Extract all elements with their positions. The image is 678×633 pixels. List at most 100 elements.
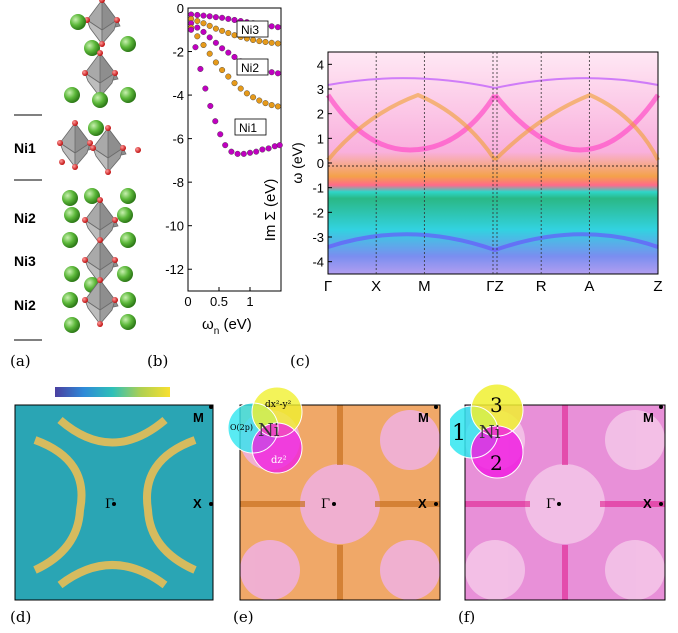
colorbar bbox=[55, 387, 170, 397]
data-point bbox=[219, 67, 226, 74]
data-point bbox=[194, 11, 201, 18]
panel-b: 0 -2 -4 -6 -8 -10 -12 0 0.5 1 Ni3 Ni2 Ni1 Im Σ (… bbox=[150, 0, 285, 345]
data-point bbox=[228, 148, 235, 155]
label-box-ni2 bbox=[236, 58, 269, 76]
y-tick-label: -3 bbox=[312, 230, 324, 245]
data-point bbox=[212, 14, 219, 21]
x-axis-label: ωn (eV) bbox=[202, 316, 252, 337]
data-point bbox=[271, 143, 278, 150]
data-point bbox=[200, 28, 207, 35]
y-tick-label: 3 bbox=[317, 82, 324, 97]
data-point bbox=[194, 33, 201, 40]
spectral-function-chart: 4 3 2 1 0 -1 -2 -3 -4 Γ X M ΓZ R A Z ω (eV) bbox=[289, 51, 663, 295]
data-point bbox=[274, 103, 281, 110]
y-tick-label: -1 bbox=[312, 181, 324, 196]
fermi-surface-d: Γ X M bbox=[14, 387, 214, 601]
y-tick-label: -2 bbox=[172, 45, 184, 60]
y-tick-label: 1 bbox=[317, 131, 324, 146]
venn-left-label: O(2p) bbox=[230, 423, 253, 432]
y-tick-label: 0 bbox=[177, 1, 184, 16]
data-point bbox=[219, 27, 226, 34]
y-tick-label: 0 bbox=[317, 156, 324, 171]
venn-center-label: Ni bbox=[258, 420, 280, 441]
gamma-point-label: Γ bbox=[105, 497, 114, 512]
data-point bbox=[259, 146, 266, 153]
data-point bbox=[225, 49, 232, 56]
y-tick-label: -6 bbox=[172, 132, 184, 147]
layer-label-ni1: Ni1 bbox=[14, 140, 36, 156]
data-point bbox=[268, 39, 275, 46]
data-point bbox=[268, 102, 275, 109]
data-point bbox=[206, 22, 213, 29]
panel-d: Γ X M bbox=[0, 380, 225, 605]
x-point-label: X bbox=[193, 496, 202, 511]
data-point bbox=[274, 24, 281, 31]
m-point-label: M bbox=[643, 410, 654, 425]
data-point bbox=[188, 26, 195, 33]
data-point bbox=[231, 80, 238, 87]
data-point bbox=[197, 65, 204, 72]
data-point bbox=[206, 34, 213, 41]
x-tick-label: 0 bbox=[184, 294, 191, 309]
venn-top-label: dx²-y² bbox=[265, 400, 292, 410]
k-point-label: M bbox=[418, 278, 431, 295]
venn-center-label: Ni bbox=[479, 422, 501, 443]
y-tick-label: -12 bbox=[165, 262, 184, 277]
data-point bbox=[212, 118, 219, 125]
panel-label-e: (e) bbox=[233, 608, 254, 626]
chart-frame bbox=[187, 7, 282, 292]
panel-label-f: (f) bbox=[458, 608, 476, 626]
data-point bbox=[192, 44, 199, 51]
panel-label-a: (a) bbox=[10, 352, 31, 370]
series-label-ni2: Ni2 bbox=[241, 61, 259, 75]
k-point-label: ΓZ bbox=[486, 278, 503, 295]
data-point bbox=[237, 85, 244, 92]
y-axis-label-c: ω (eV) bbox=[290, 142, 305, 183]
y-tick-label: -4 bbox=[312, 255, 324, 270]
data-point bbox=[256, 38, 263, 45]
data-point bbox=[212, 39, 219, 46]
venn-circle-3 bbox=[471, 384, 523, 436]
data-point bbox=[250, 37, 257, 44]
data-point bbox=[202, 85, 209, 92]
x-tick-label: 0.5 bbox=[210, 294, 228, 309]
data-point bbox=[200, 12, 207, 19]
y-tick-label: -10 bbox=[165, 219, 184, 234]
fermi-surface-e: Ni dx²-y² O(2p) dz² Γ X M bbox=[227, 386, 441, 601]
data-point bbox=[222, 142, 229, 149]
crystal-structure-image bbox=[14, 0, 141, 341]
k-point-label: Z bbox=[653, 278, 662, 295]
data-point bbox=[274, 70, 281, 77]
venn-circle-2 bbox=[471, 426, 523, 478]
k-point-label: X bbox=[371, 278, 381, 295]
data-point bbox=[231, 53, 238, 60]
x-tick-label: 1 bbox=[246, 294, 253, 309]
data-point bbox=[268, 69, 275, 76]
data-point bbox=[225, 30, 232, 37]
data-point bbox=[212, 25, 219, 32]
data-point bbox=[268, 23, 275, 30]
data-point bbox=[206, 50, 213, 57]
m-point-label: M bbox=[193, 410, 204, 425]
series-label-ni3: Ni3 bbox=[241, 23, 259, 37]
data-point bbox=[231, 32, 238, 39]
k-point-label: R bbox=[536, 278, 547, 295]
layer-label-ni2-bottom: Ni2 bbox=[14, 297, 36, 313]
data-point bbox=[240, 150, 247, 157]
panel-a: Ni1 Ni2 Ni3 Ni2 bbox=[0, 0, 180, 345]
k-point-label: Γ bbox=[324, 278, 332, 295]
data-point bbox=[200, 42, 207, 49]
data-point bbox=[225, 15, 232, 22]
y-tick-label: 2 bbox=[317, 107, 324, 122]
venn-top-label: 3 bbox=[490, 393, 503, 417]
y-axis-label: Im Σ (eV) bbox=[262, 179, 279, 242]
label-box-ni3 bbox=[236, 20, 269, 38]
data-point bbox=[250, 94, 257, 101]
data-point bbox=[262, 100, 269, 107]
data-point bbox=[200, 20, 207, 27]
data-point bbox=[243, 90, 250, 97]
series-label-ni1: Ni1 bbox=[239, 121, 257, 135]
venn-bottom-label: dz² bbox=[271, 455, 287, 466]
layer-label-ni2-top: Ni2 bbox=[14, 210, 36, 226]
data-point bbox=[225, 73, 232, 80]
